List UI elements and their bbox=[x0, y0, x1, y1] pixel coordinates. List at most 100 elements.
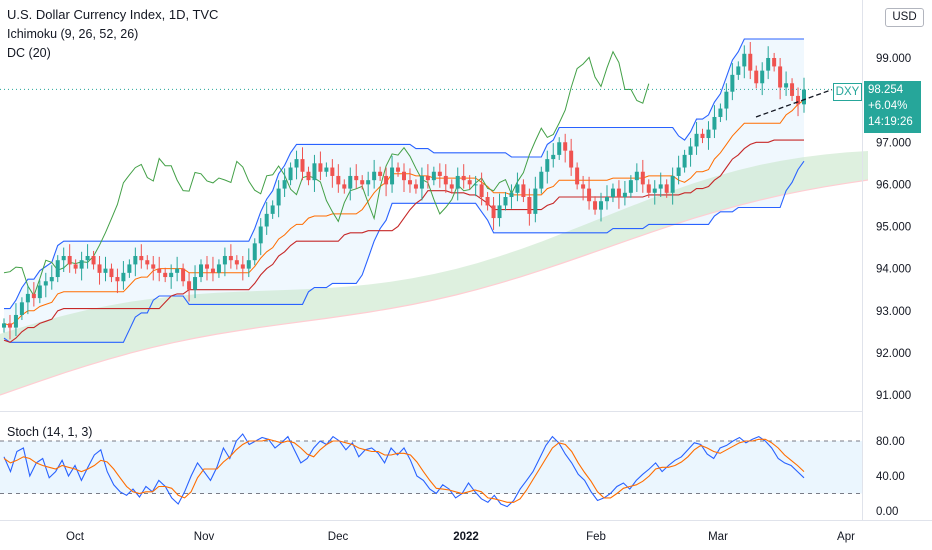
candle-body[interactable] bbox=[563, 142, 568, 151]
candle-body[interactable] bbox=[431, 171, 436, 181]
price-pane[interactable] bbox=[0, 38, 869, 396]
candle-body[interactable] bbox=[270, 205, 275, 214]
candle-body[interactable] bbox=[300, 159, 305, 172]
candle-body[interactable] bbox=[473, 184, 478, 186]
candle-body[interactable] bbox=[539, 171, 544, 189]
candle-body[interactable] bbox=[169, 272, 174, 278]
candle-body[interactable] bbox=[312, 163, 317, 181]
candle-body[interactable] bbox=[342, 184, 347, 189]
candle-body[interactable] bbox=[222, 255, 227, 265]
candle-body[interactable] bbox=[724, 91, 729, 109]
candle-body[interactable] bbox=[157, 268, 162, 273]
candle-body[interactable] bbox=[676, 167, 681, 176]
candle-body[interactable] bbox=[276, 188, 281, 206]
candle-body[interactable] bbox=[581, 184, 586, 189]
candle-body[interactable] bbox=[366, 180, 371, 185]
candle-body[interactable] bbox=[521, 184, 526, 198]
candle-body[interactable] bbox=[127, 264, 132, 273]
candle-body[interactable] bbox=[61, 255, 66, 261]
candle-body[interactable] bbox=[646, 184, 651, 193]
candle-body[interactable] bbox=[682, 154, 687, 168]
candle-body[interactable] bbox=[318, 163, 323, 172]
candle-body[interactable] bbox=[700, 133, 705, 139]
stoch-pane[interactable] bbox=[0, 433, 862, 508]
candle-body[interactable] bbox=[354, 175, 359, 181]
candle-body[interactable] bbox=[402, 171, 406, 181]
stoch-axis[interactable]: 80.00 40.00 0.00 bbox=[876, 436, 905, 518]
candle-body[interactable] bbox=[533, 188, 538, 214]
candle-body[interactable] bbox=[330, 167, 335, 176]
candle-body[interactable] bbox=[712, 116, 717, 130]
candle-body[interactable] bbox=[97, 264, 102, 273]
candle-body[interactable] bbox=[658, 184, 663, 189]
candle-body[interactable] bbox=[360, 180, 365, 185]
candle-body[interactable] bbox=[527, 197, 532, 214]
candle-body[interactable] bbox=[730, 74, 735, 92]
candle-body[interactable] bbox=[372, 171, 377, 181]
candle-body[interactable] bbox=[509, 192, 514, 198]
candle-body[interactable] bbox=[479, 184, 484, 198]
candle-body[interactable] bbox=[2, 323, 6, 328]
candle-body[interactable] bbox=[19, 302, 24, 315]
candle-body[interactable] bbox=[664, 184, 669, 193]
candle-body[interactable] bbox=[37, 285, 42, 299]
candle-body[interactable] bbox=[85, 255, 90, 261]
candle-body[interactable] bbox=[390, 167, 395, 185]
candle-body[interactable] bbox=[133, 255, 138, 265]
candle-body[interactable] bbox=[282, 180, 287, 189]
candle-body[interactable] bbox=[587, 188, 592, 202]
candle-body[interactable] bbox=[121, 272, 126, 282]
candle-body[interactable] bbox=[31, 293, 36, 299]
candle-body[interactable] bbox=[766, 58, 771, 71]
currency-button[interactable]: USD bbox=[885, 8, 924, 27]
candle-body[interactable] bbox=[622, 192, 627, 198]
candle-body[interactable] bbox=[73, 264, 78, 269]
candle-body[interactable] bbox=[228, 255, 233, 261]
candle-body[interactable] bbox=[151, 264, 156, 269]
candle-body[interactable] bbox=[772, 58, 777, 67]
candle-body[interactable] bbox=[294, 159, 299, 168]
candle-body[interactable] bbox=[599, 201, 604, 210]
ichimoku-legend[interactable]: Ichimoku (9, 26, 52, 26) bbox=[7, 27, 139, 41]
candle-body[interactable] bbox=[258, 226, 263, 244]
candle-body[interactable] bbox=[748, 53, 753, 71]
candle-body[interactable] bbox=[252, 243, 257, 261]
candle-body[interactable] bbox=[575, 167, 580, 185]
candle-body[interactable] bbox=[545, 159, 550, 172]
candle-body[interactable] bbox=[49, 277, 54, 282]
candle-body[interactable] bbox=[91, 255, 96, 265]
candle-body[interactable] bbox=[210, 268, 215, 273]
candle-body[interactable] bbox=[7, 323, 12, 328]
candle-body[interactable] bbox=[413, 184, 418, 189]
candle-body[interactable] bbox=[246, 260, 251, 269]
candle-body[interactable] bbox=[181, 268, 186, 282]
candle-body[interactable] bbox=[43, 281, 48, 286]
candle-body[interactable] bbox=[593, 201, 598, 210]
candle-body[interactable] bbox=[449, 184, 454, 189]
candle-body[interactable] bbox=[503, 197, 508, 206]
candle-body[interactable] bbox=[67, 255, 72, 265]
candle-body[interactable] bbox=[640, 171, 645, 185]
candle-body[interactable] bbox=[455, 175, 460, 189]
candle-body[interactable] bbox=[569, 150, 574, 168]
candle-body[interactable] bbox=[264, 213, 269, 227]
candle-body[interactable] bbox=[204, 264, 209, 269]
time-axis[interactable]: Oct Nov Dec 2022 Feb Mar Apr bbox=[66, 531, 855, 543]
candle-body[interactable] bbox=[515, 184, 520, 193]
candle-body[interactable] bbox=[216, 264, 221, 273]
candle-body[interactable] bbox=[616, 188, 621, 198]
candle-body[interactable] bbox=[193, 277, 198, 290]
candle-body[interactable] bbox=[688, 146, 693, 155]
candle-body[interactable] bbox=[79, 260, 84, 269]
candle-body[interactable] bbox=[378, 171, 383, 176]
candle-body[interactable] bbox=[396, 167, 401, 172]
candle-body[interactable] bbox=[497, 205, 502, 219]
candle-body[interactable] bbox=[145, 260, 150, 265]
candle-body[interactable] bbox=[139, 255, 144, 261]
candle-body[interactable] bbox=[25, 293, 30, 303]
candle-body[interactable] bbox=[348, 175, 353, 189]
candle-body[interactable] bbox=[324, 167, 329, 172]
candle-body[interactable] bbox=[742, 53, 747, 67]
candle-body[interactable] bbox=[604, 197, 609, 202]
